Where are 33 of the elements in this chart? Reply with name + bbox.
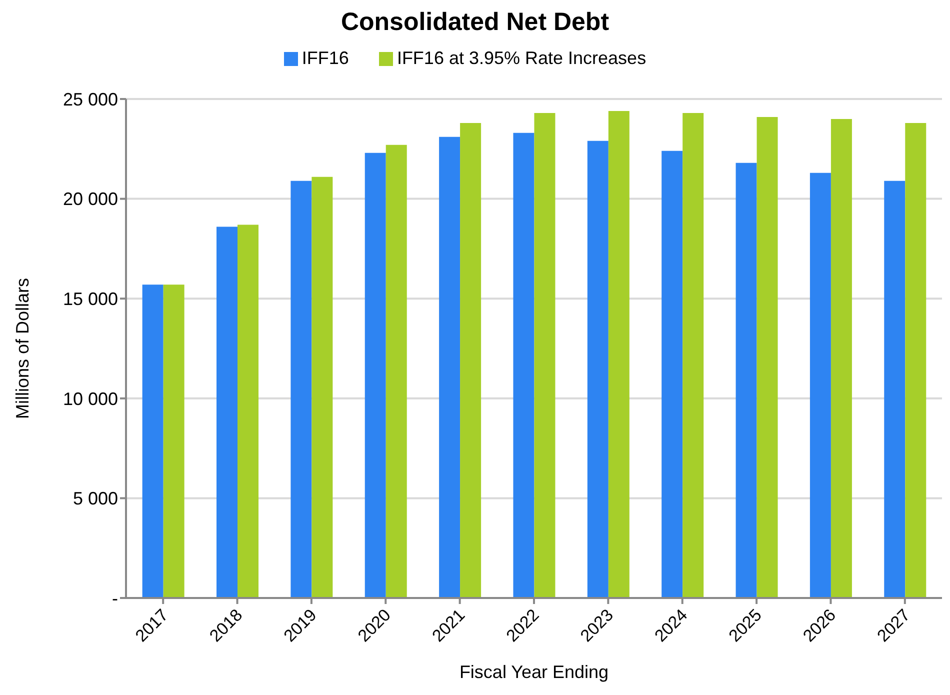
y-tick-label: 15 000 bbox=[62, 288, 118, 309]
y-axis-title: Millions of Dollars bbox=[12, 278, 32, 420]
bar bbox=[608, 110, 630, 598]
legend-label: IFF16 at 3.95% Rate Increases bbox=[396, 48, 646, 68]
bar bbox=[830, 118, 852, 598]
bar bbox=[905, 122, 926, 598]
bar bbox=[682, 112, 704, 598]
bar bbox=[736, 162, 757, 598]
y-tick-label: 10 000 bbox=[62, 388, 118, 409]
bar bbox=[460, 122, 482, 598]
y-tick-label: - bbox=[112, 588, 118, 608]
bar bbox=[163, 284, 184, 598]
chart-title: Consolidated Net Debt bbox=[340, 8, 610, 38]
legend-label: IFF16 bbox=[302, 48, 349, 68]
bar bbox=[364, 152, 386, 598]
bar bbox=[290, 180, 312, 598]
bar bbox=[216, 226, 238, 598]
bar bbox=[142, 284, 164, 598]
bar bbox=[534, 112, 556, 598]
x-axis-title: Fiscal Year Ending bbox=[459, 662, 609, 682]
bar bbox=[587, 140, 608, 598]
y-tick-label: 25 000 bbox=[62, 89, 118, 110]
bar bbox=[756, 116, 778, 598]
bar bbox=[513, 132, 534, 598]
y-tick-label: 20 000 bbox=[62, 189, 118, 210]
bar bbox=[312, 176, 333, 598]
bar bbox=[386, 144, 407, 598]
bar bbox=[238, 224, 258, 598]
y-tick-label: 5 000 bbox=[72, 488, 118, 509]
bar bbox=[439, 136, 460, 598]
bar bbox=[810, 172, 831, 598]
bar bbox=[884, 180, 906, 598]
bar bbox=[662, 150, 683, 598]
